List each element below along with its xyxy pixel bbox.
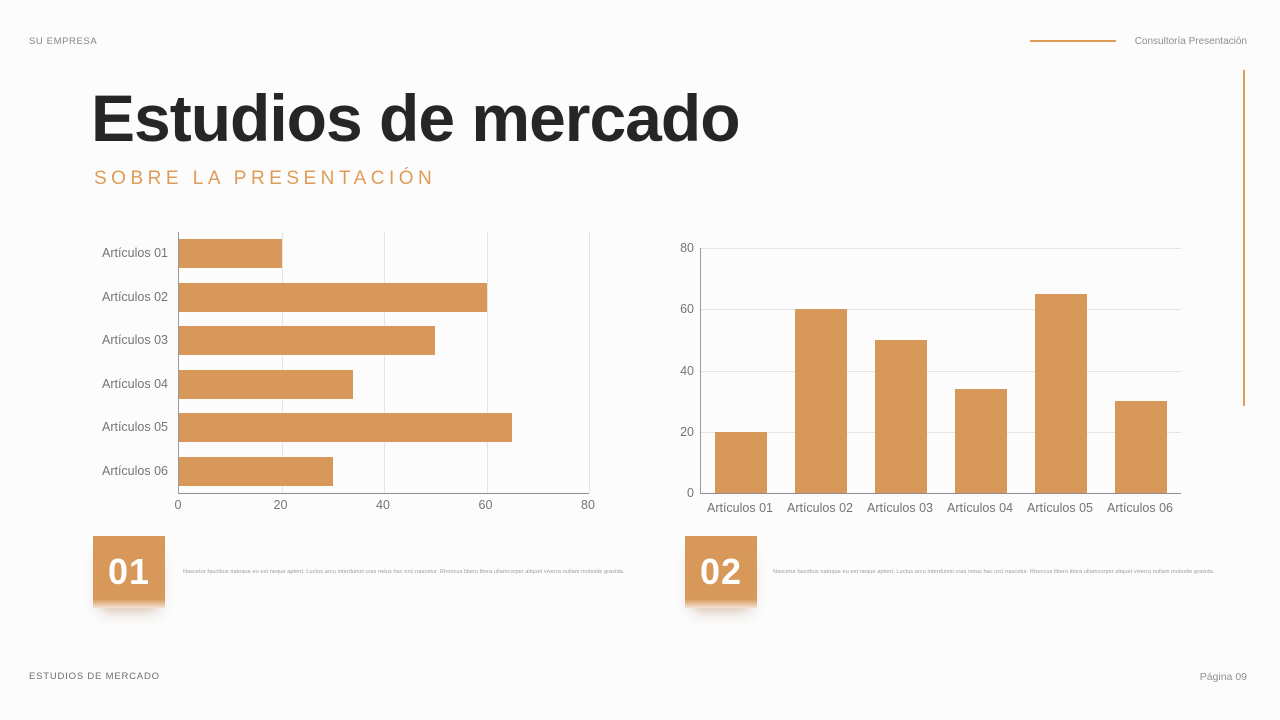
footer-page-number: Página 09 bbox=[1199, 671, 1247, 683]
hchart-gridline bbox=[486, 232, 488, 493]
page-title: Estudios de mercado bbox=[91, 81, 741, 155]
section-number-badge-01: 01 bbox=[93, 536, 165, 608]
accent-vertical-line bbox=[1243, 70, 1245, 406]
hchart-plot-area bbox=[178, 232, 590, 494]
vchart-tick-label: 60 bbox=[680, 302, 694, 317]
hchart-category-label: Artículos 01 bbox=[101, 246, 168, 260]
vchart-category-label: Artículos 04 bbox=[946, 501, 1013, 515]
hchart-tick-label: 20 bbox=[273, 498, 288, 512]
accent-horizontal-line bbox=[1030, 40, 1116, 42]
hchart-bar bbox=[179, 326, 436, 356]
vchart-bar bbox=[1115, 401, 1167, 493]
vchart-gridline bbox=[701, 248, 1181, 249]
vchart-category-label: Artículos 06 bbox=[1106, 501, 1173, 515]
hchart-category-label: Artículos 02 bbox=[101, 289, 168, 304]
hchart-tick-label: 40 bbox=[376, 498, 390, 512]
vchart-category-labels: Artículos 01 Artículos 02 Artículos 03 Artí… bbox=[700, 501, 1180, 515]
vchart-gridline bbox=[701, 309, 1181, 311]
section-text-01: Nascetur faucibus natoque eu est neque a… bbox=[183, 569, 625, 575]
footer-slide-title: ESTUDIOS DE MERCADO bbox=[29, 671, 160, 682]
horizontal-bar-chart: Artículos 01 Artículos 02 Artículos 03 Artí… bbox=[94, 232, 595, 522]
hchart-category-label: Artículos 06 bbox=[101, 463, 168, 478]
hchart-bar bbox=[179, 413, 513, 443]
hchart-bar bbox=[179, 282, 487, 312]
vchart-gridline bbox=[701, 370, 1181, 372]
hchart-tick-label: 0 bbox=[174, 498, 182, 512]
vchart-bar bbox=[955, 388, 1007, 493]
vchart-bar bbox=[1035, 293, 1087, 493]
section-number: 01 bbox=[107, 551, 151, 592]
hchart-category-label: Artículos 03 bbox=[101, 333, 168, 347]
vchart-category-label: Artículos 03 bbox=[866, 501, 933, 515]
hchart-bar bbox=[179, 239, 282, 269]
company-name: SU EMPRESA bbox=[29, 36, 98, 47]
hchart-gridline bbox=[589, 232, 590, 493]
vchart-category-label: Artículos 05 bbox=[1026, 501, 1093, 515]
section-text-02: Nascetur faucibus natoque eu est neque a… bbox=[773, 569, 1215, 575]
vchart-tick-label: 80 bbox=[680, 241, 694, 255]
hchart-category-label: Artículos 04 bbox=[101, 376, 168, 391]
vchart-category-label: Artículos 02 bbox=[786, 501, 853, 515]
hchart-gridline bbox=[281, 232, 283, 493]
hchart-bar bbox=[179, 369, 354, 399]
vchart-bar bbox=[715, 431, 767, 493]
vchart-tick-label: 40 bbox=[680, 363, 694, 378]
vchart-bar bbox=[795, 309, 847, 493]
vchart-plot-area: 0 20 40 60 80 bbox=[680, 241, 1181, 500]
vchart-bar bbox=[875, 339, 927, 493]
hchart-gridline bbox=[384, 232, 385, 493]
vchart-gridline bbox=[701, 431, 1181, 433]
hchart-category-labels: Artículos 01 Artículos 02 Artículos 03 Artí… bbox=[94, 232, 168, 493]
page-subtitle: SOBRE LA PRESENTACIÓN bbox=[94, 168, 437, 189]
header-tagline: Consultoría Presentación bbox=[1134, 36, 1247, 47]
hchart-bar bbox=[179, 456, 333, 486]
hchart-tick-label: 60 bbox=[478, 498, 493, 512]
vchart-tick-label: 0 bbox=[687, 486, 694, 500]
hchart-category-label: Artículos 05 bbox=[101, 420, 168, 434]
vertical-bar-chart: 0 20 40 60 80 Artículos 01 Artículos 02 Artícu… bbox=[672, 240, 1184, 532]
hchart-x-axis-ticks: 0 20 40 60 80 bbox=[174, 498, 595, 514]
vchart-category-label: Artículos 01 bbox=[706, 501, 773, 515]
section-number-badge-02: 02 bbox=[685, 536, 757, 608]
hchart-tick-label: 80 bbox=[581, 498, 595, 512]
vchart-tick-label: 20 bbox=[680, 424, 694, 439]
section-number: 02 bbox=[699, 551, 743, 592]
